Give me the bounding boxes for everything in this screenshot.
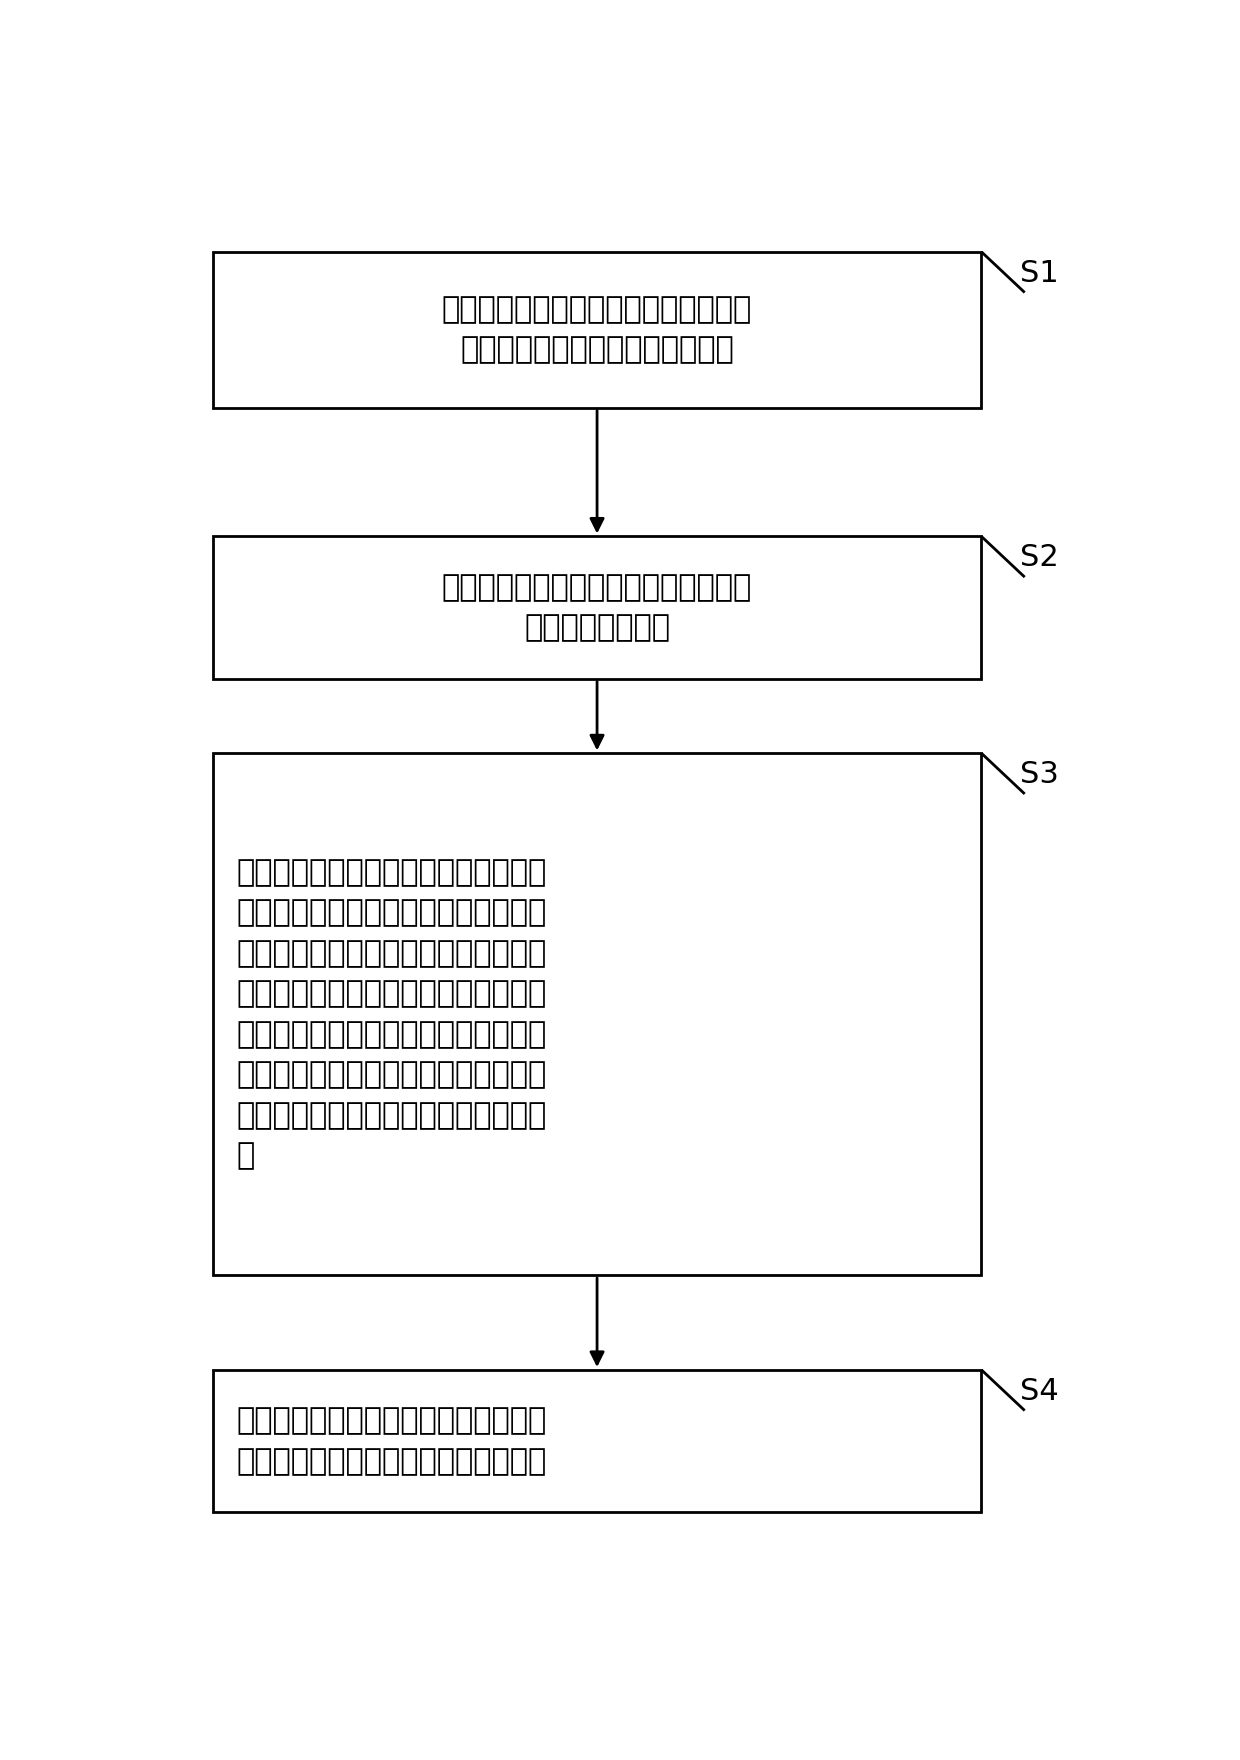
Text: S3: S3: [1019, 760, 1059, 788]
Text: 控制器控制真空冷冻干燥机对清洗后的
待检参类进行预冻和真空冷冻干燥: 控制器控制真空冷冻干燥机对清洗后的 待检参类进行预冻和真空冷冻干燥: [441, 296, 753, 364]
FancyBboxPatch shape: [213, 1369, 982, 1512]
Text: 控制器中存储标准参类样品的不同冻干
阶段的水分定量分析模型，控制器根据
不同冻干阶段的标准参类样品的水分定
量分析模型对相应阶段的待检参类近红
外光谱进行水分测: 控制器中存储标准参类样品的不同冻干 阶段的水分定量分析模型，控制器根据 不同冻干…: [237, 857, 547, 1170]
FancyBboxPatch shape: [213, 753, 982, 1274]
Text: S2: S2: [1019, 544, 1059, 572]
FancyBboxPatch shape: [213, 537, 982, 679]
Text: S1: S1: [1019, 259, 1059, 287]
FancyBboxPatch shape: [213, 252, 982, 408]
Text: 若判断结果为是，控制器控制真空冷冻
干燥机调节冻干控制数据或者停止工作: 若判断结果为是，控制器控制真空冷冻 干燥机调节冻干控制数据或者停止工作: [237, 1406, 547, 1477]
Text: 控制器接收近红外光谱检测仪采集待检
参类的近红外光谱: 控制器接收近红外光谱检测仪采集待检 参类的近红外光谱: [441, 572, 753, 642]
Text: S4: S4: [1019, 1376, 1059, 1406]
